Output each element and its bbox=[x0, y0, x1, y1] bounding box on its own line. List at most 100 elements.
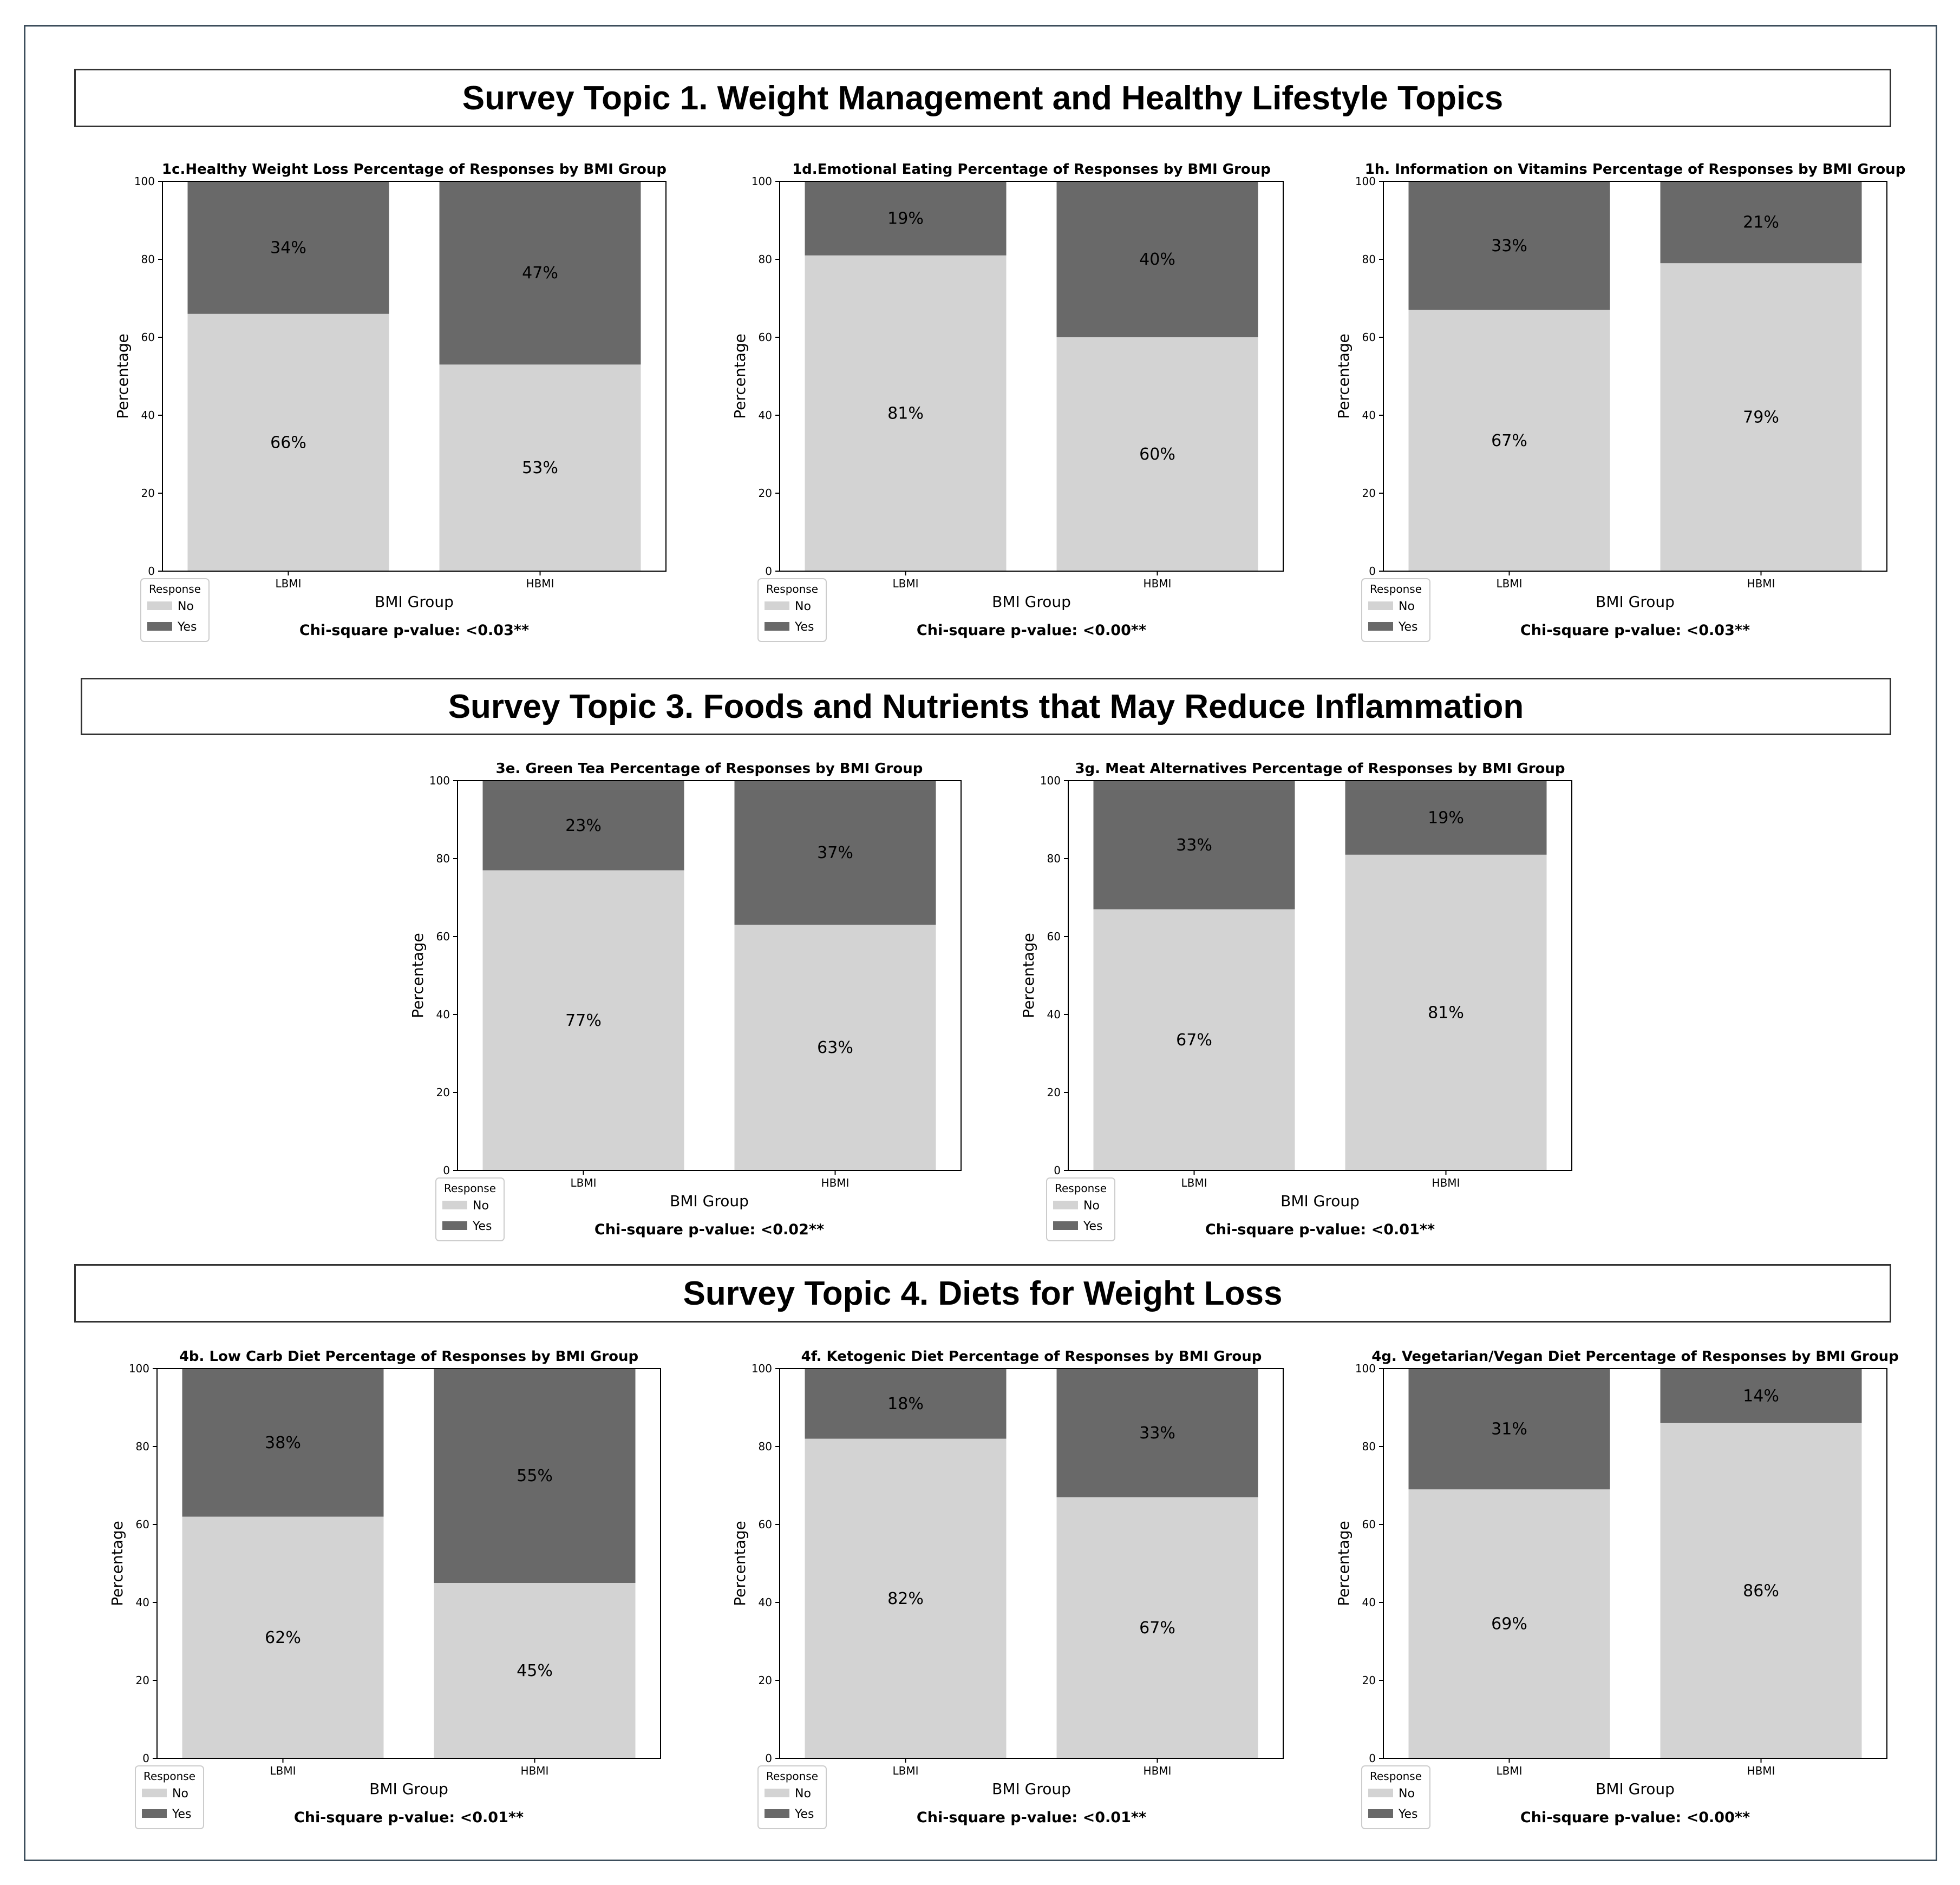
data-label: 69% bbox=[1491, 1615, 1527, 1634]
y-tick-label: 60 bbox=[759, 331, 772, 344]
plot-frame bbox=[1068, 780, 1572, 1171]
legend: Response No Yes bbox=[435, 1177, 505, 1241]
bar-lbmi-no bbox=[805, 1438, 1007, 1758]
y-tick-label: 0 bbox=[1369, 1752, 1376, 1765]
chi-square-note: Chi-square p-value: <0.00** bbox=[917, 622, 1146, 639]
x-axis-label: BMI Group bbox=[992, 1780, 1071, 1798]
legend-swatch-yes bbox=[147, 622, 172, 631]
bar-hbmi-no bbox=[434, 1583, 636, 1758]
legend-label-yes: Yes bbox=[794, 620, 814, 634]
y-tick-label: 0 bbox=[1054, 1164, 1061, 1177]
x-tick-label: LBMI bbox=[1496, 1764, 1522, 1777]
y-tick-label: 20 bbox=[141, 487, 155, 500]
plot-frame bbox=[1383, 181, 1887, 572]
y-tick-label: 0 bbox=[1369, 565, 1376, 578]
legend-label-no: No bbox=[1399, 600, 1415, 613]
bar-lbmi-yes bbox=[182, 1369, 384, 1517]
legend-label-yes: Yes bbox=[172, 1808, 192, 1821]
x-tick-label: LBMI bbox=[892, 1764, 918, 1777]
chart-title: 4g. Vegetarian/Vegan Diet Percentage of … bbox=[1371, 1349, 1899, 1365]
y-axis-label: Percentage bbox=[1020, 933, 1037, 1018]
y-tick-label: 60 bbox=[759, 1518, 772, 1531]
chi-square-note: Chi-square p-value: <0.03** bbox=[1520, 622, 1750, 639]
legend-swatch-no bbox=[1368, 601, 1393, 610]
x-axis-label: BMI Group bbox=[1596, 1780, 1675, 1798]
data-label: 19% bbox=[1428, 808, 1464, 827]
data-label: 14% bbox=[1743, 1386, 1779, 1405]
legend-label-no: No bbox=[795, 600, 811, 613]
y-tick-label: 60 bbox=[436, 930, 450, 943]
y-tick-label: 0 bbox=[148, 565, 155, 578]
x-tick-label: HBMI bbox=[821, 1176, 850, 1189]
x-tick-label: HBMI bbox=[526, 577, 554, 590]
y-tick-label: 80 bbox=[136, 1440, 149, 1453]
data-label: 34% bbox=[270, 238, 306, 257]
bar-lbmi-yes bbox=[1408, 181, 1610, 310]
bar-hbmi-no bbox=[439, 364, 641, 571]
plot-frame bbox=[779, 1368, 1284, 1759]
data-label: 62% bbox=[265, 1628, 301, 1647]
legend: Response No Yes bbox=[140, 578, 210, 642]
y-axis-label: Percentage bbox=[731, 1521, 749, 1606]
y-tick-label: 40 bbox=[1362, 1596, 1376, 1609]
plot-frame bbox=[162, 181, 667, 572]
legend-swatch-yes bbox=[1368, 1809, 1393, 1818]
chi-square-note: Chi-square p-value: <0.03** bbox=[299, 622, 529, 639]
legend-label-yes: Yes bbox=[1083, 1220, 1103, 1233]
bar-lbmi-no bbox=[1408, 1489, 1610, 1758]
data-label: 63% bbox=[817, 1038, 853, 1057]
data-label: 37% bbox=[817, 843, 853, 862]
bar-hbmi-yes bbox=[434, 1369, 636, 1583]
legend-swatch-no bbox=[142, 1789, 167, 1797]
legend-swatch-yes bbox=[765, 1809, 789, 1818]
x-tick-label: HBMI bbox=[1747, 1764, 1775, 1777]
legend-swatch-yes bbox=[765, 622, 789, 631]
chart-title: 4f. Ketogenic Diet Percentage of Respons… bbox=[801, 1349, 1262, 1365]
data-label: 33% bbox=[1491, 237, 1527, 256]
bar-hbmi-yes bbox=[1660, 181, 1862, 264]
stacked-bar-chart-2: 1d.Emotional Eating Percentage of Respon… bbox=[731, 161, 1284, 642]
data-label: 77% bbox=[565, 1011, 602, 1030]
y-tick-label: 60 bbox=[1362, 1518, 1376, 1531]
stacked-bar-chart-1: 1c.Healthy Weight Loss Percentage of Res… bbox=[114, 161, 667, 642]
y-tick-label: 20 bbox=[1362, 1674, 1376, 1687]
bar-hbmi-no bbox=[1345, 854, 1547, 1170]
legend-title: Response bbox=[149, 582, 201, 595]
y-tick-label: 80 bbox=[141, 253, 155, 266]
legend-label-yes: Yes bbox=[177, 620, 197, 634]
x-tick-label: LBMI bbox=[1181, 1176, 1207, 1189]
legend-swatch-no bbox=[147, 601, 172, 610]
data-label: 60% bbox=[1139, 445, 1175, 464]
data-label: 40% bbox=[1139, 250, 1175, 269]
data-label: 18% bbox=[887, 1395, 924, 1413]
y-tick-label: 100 bbox=[1355, 1362, 1376, 1375]
y-tick-label: 80 bbox=[759, 253, 772, 266]
y-tick-label: 40 bbox=[141, 409, 155, 422]
legend: Response No Yes bbox=[757, 578, 827, 642]
legend-label-no: No bbox=[1399, 1787, 1415, 1801]
data-label: 47% bbox=[522, 264, 558, 283]
chi-square-note: Chi-square p-value: <0.01** bbox=[294, 1809, 524, 1826]
bar-lbmi-yes bbox=[805, 1369, 1007, 1439]
bar-hbmi-no bbox=[1056, 1497, 1258, 1758]
data-label: 31% bbox=[1491, 1420, 1527, 1439]
chi-square-note: Chi-square p-value: <0.01** bbox=[917, 1809, 1146, 1826]
x-axis-label: BMI Group bbox=[1596, 593, 1675, 611]
chart-title: 3g. Meat Alternatives Percentage of Resp… bbox=[1075, 761, 1565, 777]
x-axis-label: BMI Group bbox=[1280, 1192, 1360, 1210]
legend-swatch-no bbox=[1368, 1789, 1393, 1797]
data-label: 45% bbox=[517, 1661, 553, 1680]
y-tick-label: 60 bbox=[1047, 930, 1061, 943]
stacked-bar-chart-8: 4g. Vegetarian/Vegan Diet Percentage of … bbox=[1335, 1349, 1899, 1829]
y-tick-label: 40 bbox=[1362, 409, 1376, 422]
y-tick-label: 100 bbox=[429, 774, 450, 787]
chart-title: 1d.Emotional Eating Percentage of Respon… bbox=[792, 161, 1271, 178]
y-tick-label: 40 bbox=[436, 1008, 450, 1021]
y-tick-label: 60 bbox=[1362, 331, 1376, 344]
legend: Response No Yes bbox=[135, 1765, 204, 1829]
bar-hbmi-yes bbox=[1660, 1369, 1862, 1423]
chart-title: 1c.Healthy Weight Loss Percentage of Res… bbox=[162, 161, 667, 178]
bar-lbmi-no bbox=[805, 255, 1007, 571]
legend-title: Response bbox=[766, 582, 818, 595]
bar-hbmi-yes bbox=[1056, 1369, 1258, 1497]
